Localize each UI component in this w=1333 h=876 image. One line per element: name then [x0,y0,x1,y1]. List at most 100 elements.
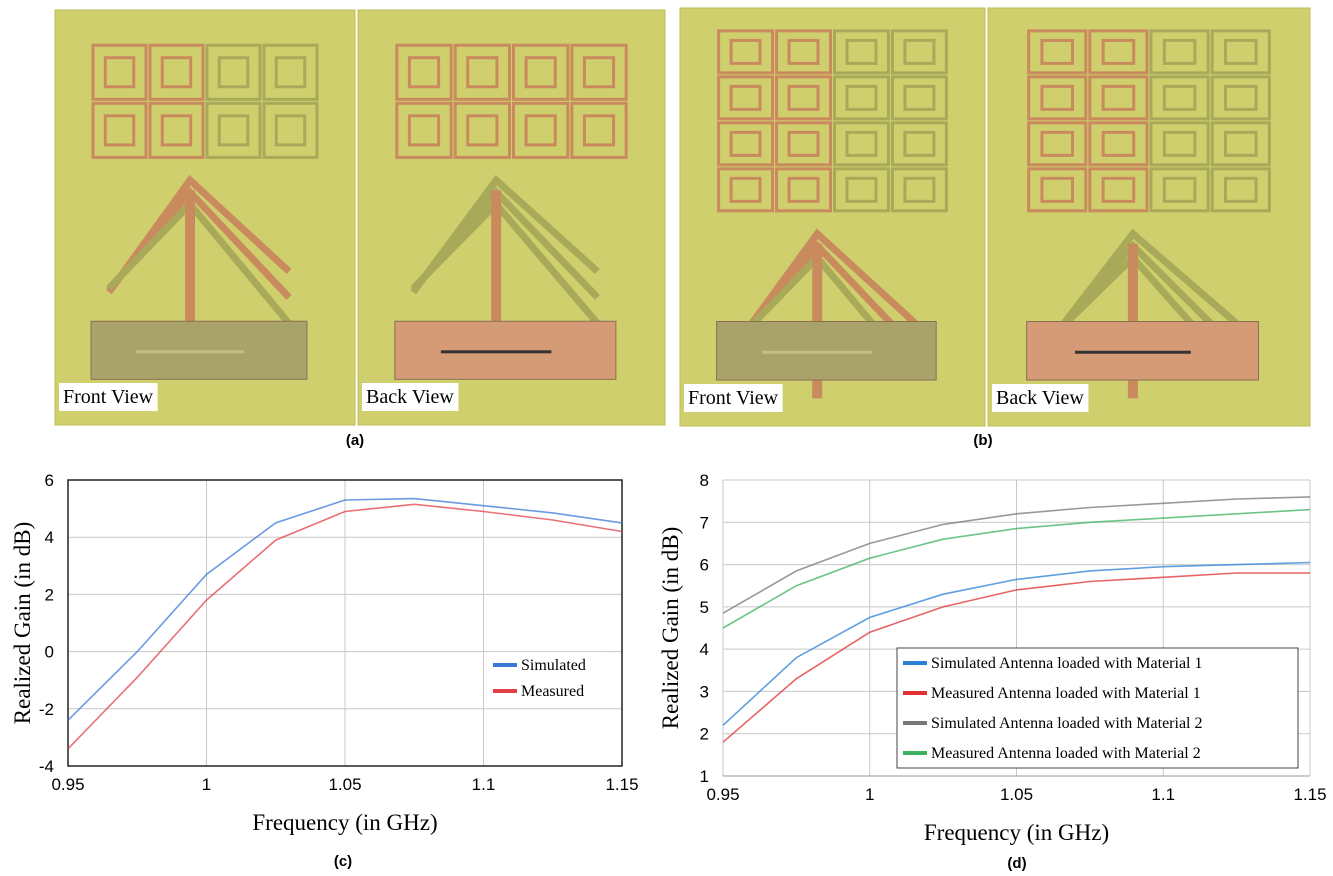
srr-cell [1027,121,1088,167]
srr-cell [1223,84,1258,111]
srr-cell [1040,130,1075,157]
srr-cell [1162,130,1197,157]
srr-cell [833,29,890,75]
srr-cell [845,84,878,111]
legend-label: Simulated [521,657,586,674]
srr-cell [453,43,512,101]
srr-cell [148,101,205,159]
x-tick-label: 0.95 [706,785,739,804]
y-tick-label: 8 [700,471,709,490]
srr-cell [890,75,948,121]
srr-cell [833,167,890,213]
y-tick-label: -2 [39,700,54,719]
x-tick-label: 0.95 [51,775,84,794]
x-tick-label: 1.05 [328,775,361,794]
y-tick-label: 4 [45,528,54,547]
srr-cell [395,101,453,159]
srr-cell [466,114,499,147]
srr-cell [524,114,557,147]
srr-cell [262,101,319,159]
srr-cell [1040,38,1075,65]
srr-cell [103,114,136,147]
caption: (d) [1007,855,1026,872]
srr-cell [205,101,262,159]
srr-cell [1223,176,1258,203]
view-label: Front View [688,387,779,409]
srr-cell [890,167,948,213]
series-line [722,561,1311,726]
srr-cell [1149,75,1210,121]
srr-cell [205,43,262,101]
view-label-bg [684,384,783,412]
srr-cell [1210,29,1271,75]
srr-cell [1149,121,1210,167]
y-tick-label: 6 [45,471,54,490]
srr-cell [775,167,832,213]
srr-cell [91,101,148,159]
srr-cell [729,38,762,65]
x-axis-title: Frequency (in GHz) [924,820,1109,845]
srr-cell [91,43,148,101]
srr-cell [833,75,890,121]
y-tick-label: 7 [700,513,709,532]
srr-cell [1101,130,1136,157]
srr-cell [217,56,250,89]
caption: (a) [346,432,364,449]
srr-cell [1162,38,1197,65]
srr-cell [903,176,936,203]
srr-cell [148,43,205,101]
legend-label: Measured [521,683,584,700]
srr-cell [890,29,948,75]
srr-cell [833,121,890,167]
y-axis-title: Realized Gain (in dB) [10,522,35,724]
srr-cell [787,130,820,157]
y-tick-label: 4 [700,640,709,659]
x-tick-label: 1 [202,775,211,794]
y-tick-label: 0 [45,643,54,662]
feed-line [491,190,502,344]
srr-cell [582,56,616,89]
srr-cell [407,114,441,147]
view-label: Front View [63,386,154,408]
view-label-bg [992,384,1089,412]
slot [440,350,552,354]
srr-cell [787,84,820,111]
srr-cell [717,121,775,167]
slot [762,350,873,354]
y-axis-title: Realized Gain (in dB) [658,527,683,729]
srr-cell [407,56,441,89]
caption: (b) [973,432,992,449]
srr-cell [1162,84,1197,111]
srr-cell [453,101,512,159]
srr-cell [582,114,616,147]
srr-cell [570,43,628,101]
srr-cell [274,114,307,147]
y-tick-label: 5 [700,598,709,617]
srr-cell [717,167,775,213]
srr-cell [787,176,820,203]
srr-cell [775,29,832,75]
y-tick-label: 1 [700,767,709,786]
srr-cell [845,38,878,65]
srr-cell [775,75,832,121]
series-line [67,503,623,750]
srr-cell [274,56,307,89]
legend-label: Simulated Antenna loaded with Material 1 [931,655,1203,672]
series-line [722,496,1311,614]
view-label: Back View [996,387,1084,409]
y-tick-label: 2 [45,585,54,604]
srr-cell [775,121,832,167]
x-tick-label: 1.1 [1151,785,1175,804]
srr-cell [1088,121,1149,167]
x-tick-label: 1.15 [605,775,638,794]
srr-cell [1088,167,1149,213]
srr-cell [890,121,948,167]
series-line [722,508,1311,629]
srr-cell [1210,75,1271,121]
slot [1074,350,1191,354]
srr-cell [1101,84,1136,111]
feed-line [185,190,195,344]
srr-cell [570,101,628,159]
view-label: Back View [366,386,454,408]
